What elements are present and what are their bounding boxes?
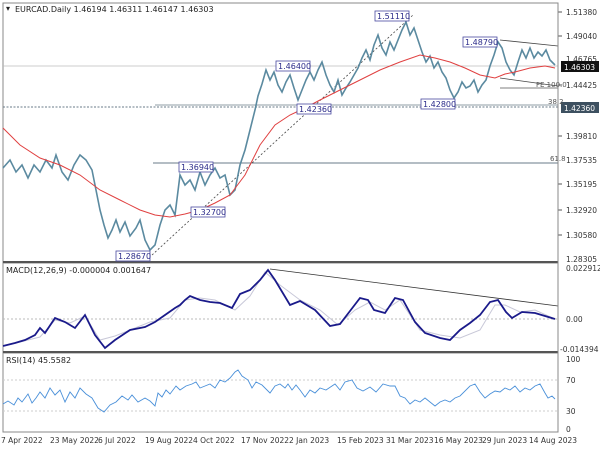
svg-text:1.30580: 1.30580 [566, 231, 597, 240]
svg-text:1.44425: 1.44425 [566, 81, 597, 90]
macd-panel-title: MACD(12,26,9) -0.000004 0.001647 [6, 266, 151, 275]
collapse-arrow-icon[interactable]: ▾ [6, 4, 10, 13]
svg-text:1.49040: 1.49040 [566, 32, 597, 41]
macd-panel[interactable] [2, 262, 559, 353]
svg-text:30: 30 [566, 407, 576, 416]
rsi-panel[interactable] [2, 352, 559, 433]
svg-text:0.00: 0.00 [566, 315, 583, 324]
rsi-axis: 100 70 30 0 [566, 355, 581, 434]
price-annotations: 1.51110 1.48790 1.46400 1.42800 1.42360 … [115, 10, 498, 262]
svg-text:16 May 2023: 16 May 2023 [434, 436, 483, 445]
time-axis: 7 Apr 2022 23 May 2022 6 Jul 2022 19 Aug… [1, 436, 577, 445]
rsi-line [2, 369, 556, 413]
svg-text:1.46765: 1.46765 [566, 55, 597, 64]
svg-text:1.51380: 1.51380 [566, 8, 597, 17]
svg-text:4 Oct 2022: 4 Oct 2022 [193, 436, 235, 445]
svg-text:1.32700: 1.32700 [193, 208, 226, 217]
svg-text:29 Jun 2023: 29 Jun 2023 [482, 436, 527, 445]
level-badge [561, 102, 599, 113]
rising-trendline[interactable] [151, 14, 414, 256]
svg-text:1.42360: 1.42360 [299, 105, 332, 114]
rsi-panel-title: RSI(14) 45.5582 [6, 356, 71, 365]
svg-text:1.46303: 1.46303 [564, 63, 595, 72]
svg-text:1.35195: 1.35195 [566, 180, 597, 189]
svg-text:1.28670: 1.28670 [118, 252, 151, 261]
price-series [2, 19, 556, 252]
svg-text:1.51110: 1.51110 [377, 12, 410, 21]
svg-text:38.2: 38.2 [548, 98, 564, 106]
svg-text:0: 0 [566, 425, 571, 434]
svg-text:23 May 2022: 23 May 2022 [50, 436, 99, 445]
svg-text:-0.014394: -0.014394 [560, 345, 599, 354]
svg-text:1.42360: 1.42360 [564, 104, 595, 113]
svg-text:100: 100 [566, 355, 581, 364]
svg-text:15 Feb 2023: 15 Feb 2023 [337, 436, 384, 445]
svg-text:17 Nov 2022: 17 Nov 2022 [241, 436, 289, 445]
svg-text:6 Jul 2022: 6 Jul 2022 [98, 436, 136, 445]
svg-text:1.36940: 1.36940 [181, 163, 214, 172]
svg-text:1.48790: 1.48790 [465, 38, 498, 47]
svg-text:0.022912: 0.022912 [566, 264, 600, 273]
svg-text:7 Apr 2022: 7 Apr 2022 [1, 436, 43, 445]
svg-text:1.42800: 1.42800 [423, 100, 456, 109]
svg-text:1.37535: 1.37535 [566, 156, 597, 165]
price-axis: 1.51380 1.49040 1.46765 1.44425 1.39810 … [558, 8, 597, 264]
svg-text:2 Jan 2023: 2 Jan 2023 [289, 436, 329, 445]
svg-text:1.28305: 1.28305 [566, 255, 597, 264]
upper-channel-line[interactable] [499, 39, 559, 47]
svg-text:14 Aug 2023: 14 Aug 2023 [529, 436, 577, 445]
macd-line [2, 268, 556, 350]
moving-average-line [2, 54, 556, 218]
svg-text:19 Aug 2022: 19 Aug 2022 [145, 436, 193, 445]
svg-text:1.46400: 1.46400 [278, 62, 311, 71]
svg-text:31 Mar 2023: 31 Mar 2023 [386, 436, 434, 445]
macd-axis: 0.022912 0.00 -0.014394 [560, 264, 600, 354]
macd-trendline[interactable] [269, 268, 559, 307]
svg-text:70: 70 [566, 376, 576, 385]
price-panel-title: EURCAD.Daily 1.46194 1.46311 1.46147 1.4… [15, 5, 214, 14]
svg-text:1.39810: 1.39810 [566, 132, 597, 141]
current-price-badge [561, 61, 599, 72]
svg-text:1.32920: 1.32920 [566, 206, 597, 215]
lower-channel-line[interactable] [499, 77, 559, 87]
